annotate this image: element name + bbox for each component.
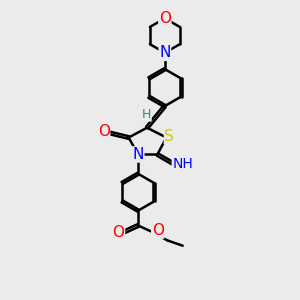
Text: NH: NH: [172, 157, 193, 171]
Text: O: O: [152, 223, 164, 238]
Text: O: O: [98, 124, 110, 139]
Text: N: N: [132, 147, 144, 162]
Text: S: S: [164, 128, 174, 143]
Text: O: O: [159, 11, 171, 26]
Text: H: H: [142, 108, 151, 121]
Text: N: N: [159, 45, 170, 60]
Text: O: O: [112, 224, 124, 239]
